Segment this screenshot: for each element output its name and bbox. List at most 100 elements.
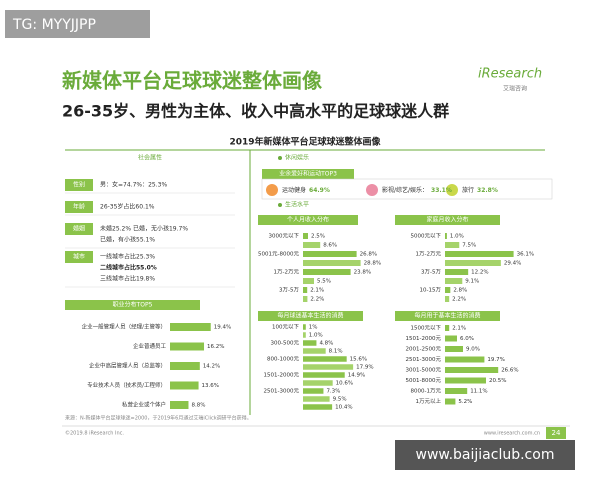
- panel-header: [258, 311, 363, 321]
- value-label: 2.5%: [311, 234, 325, 240]
- value-label: 19.7%: [487, 357, 504, 363]
- label-box: [65, 251, 93, 263]
- bar: [303, 364, 354, 370]
- value-label: 5.5%: [317, 279, 331, 285]
- row-text: 二线城市占比55.0%: [100, 264, 157, 272]
- category-label: 100元以下: [272, 324, 299, 331]
- category-label: 1万-2万元: [416, 251, 442, 258]
- row-text: 26-35岁占比60.1%: [100, 203, 155, 211]
- bar: [303, 260, 361, 266]
- category-label: 企业普通员工: [133, 342, 167, 350]
- bar: [445, 233, 447, 239]
- bar: [303, 348, 326, 354]
- bar: [303, 340, 317, 346]
- bar: [303, 296, 308, 302]
- bar: [445, 367, 499, 373]
- value-label: 28.8%: [364, 261, 381, 267]
- value-label: 14.2%: [203, 364, 220, 370]
- bar: [445, 335, 457, 342]
- dot: [278, 156, 282, 160]
- category-label: 1万-2万元: [274, 269, 300, 276]
- watermark-box: [5, 10, 150, 38]
- category-label: 8000-1万元: [411, 388, 442, 395]
- bar: [445, 346, 463, 352]
- hobby: 影视/综艺/娱乐： 33.1%: [382, 186, 452, 194]
- value-label: 8.8%: [191, 403, 205, 409]
- logo-sub: 艾瑞咨询: [503, 85, 527, 93]
- value-label: 10.4%: [335, 405, 352, 411]
- category-label: 3万-5万: [279, 287, 299, 294]
- value-label: 2.2%: [310, 297, 324, 303]
- category-label: 专业技术人员（技术员/工程师）: [87, 381, 166, 389]
- label-box: [65, 179, 93, 191]
- category-label: 10-15万: [420, 287, 442, 294]
- value-label: 26.6%: [501, 368, 518, 374]
- bar: [170, 401, 189, 409]
- bar: [303, 380, 333, 386]
- panel-header: [258, 215, 358, 225]
- bar: [303, 356, 347, 362]
- bar: [170, 342, 205, 351]
- bar: [445, 296, 450, 302]
- value-label: 5.2%: [458, 399, 472, 405]
- row-label: 年龄: [73, 203, 85, 211]
- category-label: 企业一般管理人员（经理/主管等）: [82, 323, 166, 331]
- value-label: 23.8%: [354, 270, 371, 276]
- value-label: 9.0%: [466, 347, 480, 353]
- panel-title: 个人月收入分布: [287, 216, 329, 224]
- watermark-box: [395, 440, 575, 470]
- category-label: 5000元以下: [411, 233, 442, 240]
- value-label: 2.2%: [452, 297, 466, 303]
- category-label: 1501-2000元: [406, 335, 442, 342]
- value-label: 4.8%: [319, 341, 333, 347]
- row-text: 未婚25.2% 已婚，无小孩19.7%: [100, 225, 188, 233]
- box: [261, 178, 553, 200]
- category-label: 1500元以下: [411, 325, 442, 332]
- bar: [445, 325, 450, 331]
- icon: [266, 184, 278, 196]
- logo: iResearch: [478, 67, 542, 82]
- box-title: 业余爱好和运动TOP3: [279, 170, 337, 178]
- row-text: 男：女=74.7%：25.3%: [100, 181, 167, 189]
- panel-title: 每月球迷基本生活的消费: [277, 312, 343, 320]
- bar: [445, 356, 485, 363]
- panel-header: [395, 311, 500, 321]
- icon: [366, 184, 378, 196]
- hobby: 运动健身 64.9%: [282, 186, 330, 194]
- value-label: 26.8%: [360, 252, 377, 258]
- label-box: [65, 223, 93, 235]
- panel-title: 每月用于基本生活的消费: [414, 312, 480, 320]
- category-label: 800-1000元: [267, 356, 299, 363]
- copyright: ©2019.8 iResearch Inc.: [65, 430, 124, 437]
- bar: [170, 362, 200, 370]
- box-header: [262, 169, 354, 179]
- category-label: 3000元以下: [269, 233, 300, 240]
- bar: [170, 323, 211, 331]
- value-label: 10.6%: [336, 381, 353, 387]
- bar: [445, 278, 463, 284]
- row-label: 婚姻: [73, 225, 85, 233]
- source: 来源：N-新媒体平台足球球迷=2000，于2019年6月通过艾瑞iClick调研…: [65, 415, 252, 422]
- bar: [303, 287, 308, 293]
- category-label: 300-500元: [271, 340, 300, 347]
- hobby-name: 影视/综艺/娱乐：: [382, 186, 428, 194]
- row-text: 已婚，有小孩55.1%: [100, 236, 155, 244]
- hobby-value: 32.8%: [477, 187, 498, 194]
- bar: [170, 381, 199, 390]
- value-label: 2.8%: [453, 288, 467, 294]
- hobby-value: 64.9%: [309, 187, 330, 194]
- bar: [303, 324, 306, 330]
- bar: [445, 269, 469, 275]
- value-label: 13.6%: [202, 383, 219, 389]
- value-label: 14.9%: [348, 373, 365, 379]
- section-heading: 生活水平: [285, 201, 309, 209]
- bar: [303, 396, 330, 402]
- page-box: [546, 427, 566, 439]
- panel-header: [395, 215, 500, 225]
- value-label: 7.3%: [326, 389, 340, 395]
- value-label: 36.1%: [517, 252, 534, 258]
- bar: [303, 388, 324, 394]
- row-label: 性别: [73, 181, 85, 189]
- value-label: 2.1%: [310, 288, 324, 294]
